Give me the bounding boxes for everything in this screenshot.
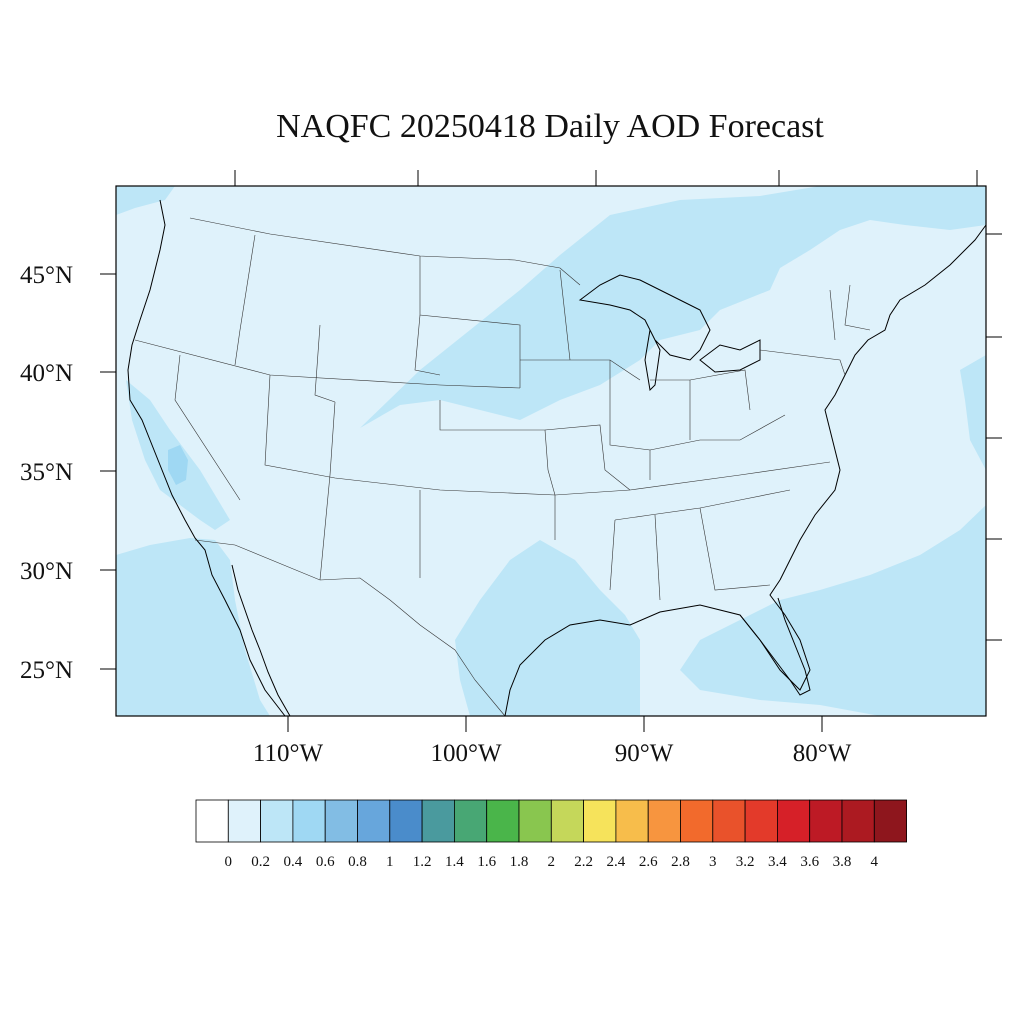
lon-label: 100°W	[430, 740, 501, 767]
colorbar-swatch	[841, 799, 875, 843]
lat-label: 25°N	[20, 657, 73, 684]
lat-label: 30°N	[20, 558, 73, 585]
colorbar-label: 1.4	[445, 854, 464, 870]
colorbar-swatch	[744, 799, 778, 843]
colorbar-label: 2	[548, 854, 556, 870]
colorbar-swatch	[227, 799, 262, 843]
colorbar-swatch	[486, 799, 520, 843]
map-panel: 45°N 40°N 35°N 30°N 25°N 110°W 100°W 90°…	[20, 170, 1002, 767]
map-frame	[115, 185, 987, 717]
colorbar-label: 0.8	[348, 854, 367, 870]
aod-region-atlantic	[680, 505, 986, 716]
colorbar-swatch	[292, 799, 326, 843]
colorbar-swatch	[647, 799, 681, 843]
colorbar: 0 0.2 0.4 0.6 0.8 1 1.2 1.4 1.6 1.8 2 2.2 2.4 2.6 2.8 3…	[195, 799, 907, 870]
colorbar-label: 2.8	[671, 854, 690, 870]
lat-label: 40°N	[20, 360, 73, 387]
colorbar-swatch	[357, 799, 391, 843]
baja-peninsula	[231, 564, 291, 717]
colorbar-swatch	[873, 799, 907, 843]
aod-field	[116, 186, 986, 716]
colorbar-label: 3.2	[736, 854, 755, 870]
colorbar-swatch	[615, 799, 649, 843]
colorbar-label: 0	[225, 854, 233, 870]
colorbar-label: 0.2	[251, 854, 270, 870]
colorbar-swatch	[712, 799, 746, 843]
longitude-labels: 110°W 100°W 90°W 80°W	[253, 740, 852, 767]
colorbar-swatch	[518, 799, 552, 843]
colorbar-label: 1.8	[510, 854, 529, 870]
colorbar-swatch	[260, 799, 294, 843]
colorbar-swatch	[195, 799, 229, 843]
colorbar-label: 3	[709, 854, 717, 870]
colorbar-swatch	[389, 799, 423, 843]
colorbar-label: 1.6	[477, 854, 496, 870]
colorbar-label: 3.4	[768, 854, 787, 870]
lat-label: 35°N	[20, 459, 73, 486]
colorbar-swatch	[777, 799, 811, 843]
colorbar-swatch	[550, 799, 584, 843]
state-borders	[134, 217, 871, 717]
lon-label: 90°W	[615, 740, 674, 767]
colorbar-label: 0.4	[284, 854, 303, 870]
lon-label: 110°W	[253, 740, 324, 767]
colorbar-label: 2.4	[607, 854, 626, 870]
colorbar-swatch	[324, 799, 358, 843]
aod-region-california-core	[168, 445, 188, 485]
colorbar-swatch	[453, 799, 488, 843]
colorbar-label: 1	[386, 854, 394, 870]
lon-label: 80°W	[793, 740, 852, 767]
west-coastline	[127, 199, 286, 717]
aod-region-north-pacific	[116, 186, 175, 215]
colorbar-label: 2.2	[574, 854, 593, 870]
colorbar-label: 0.6	[316, 854, 335, 870]
aod-region-pacific-south	[116, 538, 270, 716]
colorbar-swatch	[421, 799, 455, 843]
colorbar-swatch	[583, 799, 617, 843]
lat-label: 45°N	[20, 262, 73, 289]
latitude-labels: 45°N 40°N 35°N 30°N 25°N	[20, 262, 73, 684]
florida	[739, 597, 811, 696]
colorbar-label: 3.6	[800, 854, 819, 870]
aod-region-atlantic-north	[960, 355, 986, 470]
aod-region-plains-band	[360, 186, 986, 428]
aod-region-gulf-west	[455, 540, 640, 716]
colorbar-label: 1.2	[413, 854, 432, 870]
mexico-border	[194, 539, 506, 717]
map-ticks	[100, 170, 1002, 732]
page-title: NAQFC 20250418 Daily AOD Forecast	[276, 108, 824, 145]
colorbar-label: 2.6	[639, 854, 658, 870]
canada-border	[189, 217, 581, 286]
colorbar-swatch	[680, 799, 714, 843]
colorbar-label: 3.8	[833, 854, 852, 870]
colorbar-label: 4	[871, 854, 879, 870]
east-coastline	[779, 224, 987, 581]
colorbar-swatch	[809, 799, 843, 843]
mexico-gulf-coast	[504, 579, 811, 717]
